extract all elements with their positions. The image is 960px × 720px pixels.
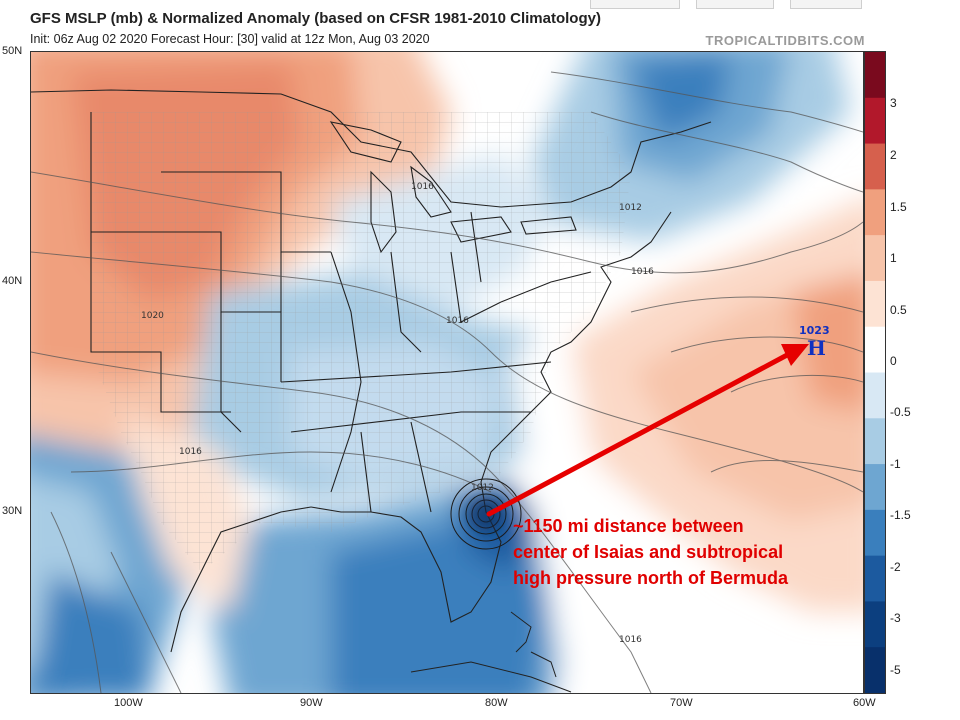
map-title: GFS MSLP (mb) & Normalized Anomaly (base… [30,10,601,27]
toolbar-fragment [790,0,862,9]
isobar-label: 1016 [446,316,469,326]
colorbar-tick-label: -1.5 [890,508,911,522]
lon-label-80w: 80W [485,697,508,709]
caribbean-outlines [410,611,572,693]
anomaly-map-svg: 1016 1012 1016 1020 1016 1016 1012 1016 … [31,52,863,693]
colorbar-segment [865,235,885,282]
annotation-line: ~1150 mi distance between [513,516,744,536]
toolbar-fragment [696,0,774,9]
colorbar-segment [865,189,885,236]
colorbar-tick-label: -5 [890,663,901,677]
colorbar-tick-label: 3 [890,96,897,110]
isobar-label: 1012 [619,203,642,213]
toolbar-fragment [590,0,680,9]
colorbar-segment [865,143,885,190]
colorbar-segment [865,326,885,373]
high-pressure-value: 1023 [799,324,830,337]
colorbar-tick-label: 1.5 [890,200,907,214]
colorbar-tick-label: -1 [890,457,901,471]
distance-annotation: ~1150 mi distance between center of Isai… [513,513,853,591]
colorbar-svg [865,52,885,694]
colorbar-segment [865,601,885,648]
isobar-label: 1020 [141,311,164,321]
colorbar-segment [865,418,885,465]
isobar-label: 1016 [619,635,642,645]
map-panel: 1016 1012 1016 1020 1016 1016 1012 1016 … [30,51,864,694]
isobars [31,71,863,693]
colorbar-segment [865,372,885,419]
colorbar-tick-label: -0.5 [890,405,911,419]
isobar-label: 1016 [179,447,202,457]
isobar-label: 1016 [631,267,654,277]
lon-label-90w: 90W [300,697,323,709]
colorbar-tick-label: 1 [890,251,897,265]
map-subtitle: Init: 06z Aug 02 2020 Forecast Hour: [30… [30,32,430,46]
colorbar-tick-label: -2 [890,560,901,574]
colorbar-tick-label: 0 [890,354,897,368]
colorbar-segment [865,647,885,694]
county-boundaries [91,112,631,572]
colorbar-segment [865,464,885,511]
annotation-line: center of Isaias and subtropical [513,542,784,562]
anomaly-colorbar [864,51,886,694]
colorbar-segment [865,280,885,328]
hurricane-core [468,496,504,532]
lat-label-50n: 50N [2,45,23,57]
colorbar-tick-label: 0.5 [890,303,907,317]
lon-label-70w: 70W [670,697,693,709]
lat-label-30n: 30N [2,505,23,517]
colorbar-segment [865,52,885,99]
annotation-line: high pressure north of Bermuda [513,568,789,588]
site-watermark: TROPICALTIDBITS.COM [705,33,865,48]
isobar-label: 1016 [411,182,434,192]
lon-label-60w: 60W [853,697,876,709]
isobar-label: 1012 [471,483,494,493]
lon-label-100w: 100W [114,697,143,709]
colorbar-tick-label: -3 [890,611,901,625]
colorbar-segment [865,555,885,602]
colorbar-segment [865,97,885,145]
distance-arrow [486,344,809,517]
lat-label-40n: 40N [2,275,23,287]
colorbar-tick-label: 2 [890,148,897,162]
colorbar-segment [865,509,885,557]
high-pressure-symbol: H [807,336,826,360]
